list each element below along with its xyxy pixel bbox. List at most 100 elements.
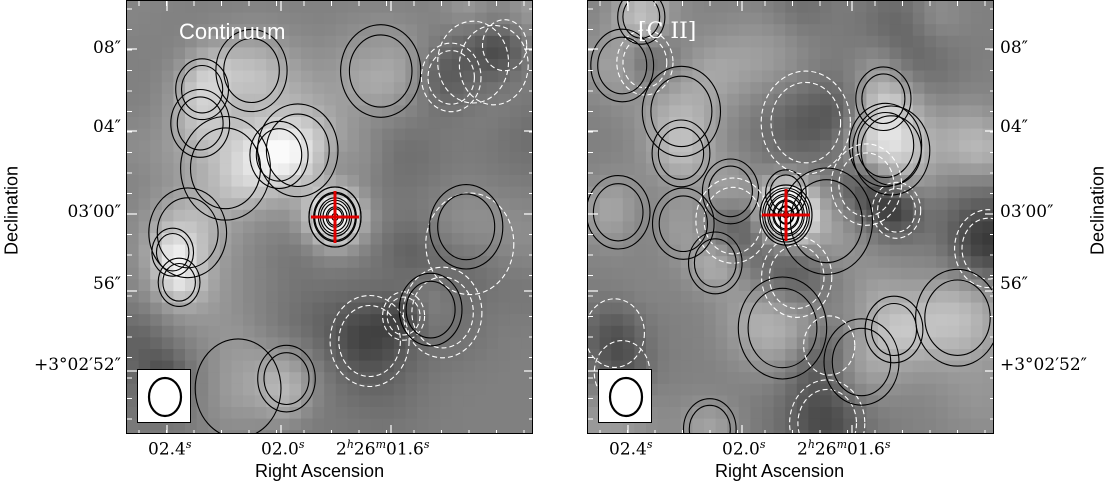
- map-pixel: [475, 349, 488, 362]
- map-pixel: [347, 117, 360, 130]
- map-pixel: [382, 360, 395, 373]
- map-pixel: [692, 302, 705, 315]
- map-pixel: [901, 233, 914, 246]
- map-pixel: [947, 35, 960, 48]
- map-pixel: [878, 221, 891, 234]
- map-pixel: [866, 35, 879, 48]
- contours: [148, 19, 529, 433]
- map-pixel: [669, 105, 682, 118]
- map-pixel: [451, 140, 464, 153]
- map-pixel: [796, 151, 809, 164]
- map-pixel: [451, 221, 464, 234]
- map-pixel: [611, 291, 624, 304]
- map-pixel: [231, 279, 244, 292]
- map-pixel: [820, 233, 833, 246]
- map-pixel: [936, 93, 949, 106]
- x-axis-label: Right Ascension: [255, 461, 385, 481]
- map-pixel: [773, 24, 786, 37]
- map-pixel: [509, 349, 522, 362]
- map-pixel: [936, 117, 949, 130]
- map-pixel: [150, 302, 163, 315]
- map-pixel: [254, 372, 267, 385]
- map-pixel: [243, 291, 256, 304]
- map-pixel: [301, 430, 314, 433]
- map-pixel: [161, 93, 174, 106]
- map-pixel: [498, 59, 511, 72]
- map-pixel: [692, 209, 705, 222]
- map-pixel: [866, 291, 879, 304]
- map-pixel: [970, 383, 983, 396]
- negative-contour: [437, 20, 510, 104]
- map-pixel: [634, 198, 647, 211]
- map-pixel: [150, 291, 163, 304]
- map-pixel: [486, 35, 499, 48]
- map-pixel: [947, 186, 960, 199]
- map-pixel: [254, 244, 267, 257]
- map-pixel: [417, 140, 430, 153]
- map-pixel: [889, 325, 902, 338]
- map-pixel: [843, 59, 856, 72]
- map-pixel: [773, 360, 786, 373]
- map-pixel: [150, 24, 163, 37]
- map-pixel: [335, 35, 348, 48]
- map-pixel: [588, 337, 601, 350]
- map-pixel: [335, 256, 348, 269]
- map-pixel: [657, 302, 670, 315]
- map-pixel: [440, 163, 453, 176]
- map-pixel: [599, 163, 612, 176]
- map-pixel: [773, 93, 786, 106]
- map-pixel: [704, 337, 717, 350]
- map-pixel: [208, 82, 221, 95]
- map-pixel: [692, 349, 705, 362]
- map-pixel: [889, 221, 902, 234]
- map-pixel: [854, 279, 867, 292]
- map-pixel: [704, 325, 717, 338]
- map-pixel: [762, 360, 775, 373]
- map-pixel: [854, 418, 867, 431]
- map-pixel: [680, 163, 693, 176]
- map-pixel: [588, 151, 601, 164]
- map-pixel: [161, 244, 174, 257]
- map-pixel: [947, 70, 960, 83]
- map-pixel: [878, 302, 891, 315]
- map-pixel: [680, 59, 693, 72]
- map-pixel: [912, 47, 925, 60]
- map-pixel: [231, 105, 244, 118]
- map-pixel: [634, 314, 647, 327]
- map-pixel: [127, 337, 140, 350]
- map-pixel: [127, 175, 140, 188]
- map-pixel: [599, 93, 612, 106]
- map-pixel: [820, 105, 833, 118]
- map-pixel: [634, 105, 647, 118]
- map-pixel: [347, 105, 360, 118]
- map-pixel: [150, 430, 163, 433]
- map-pixel: [854, 291, 867, 304]
- map-pixel: [324, 105, 337, 118]
- map-pixel: [982, 35, 993, 48]
- map-pixel: [451, 383, 464, 396]
- map-pixel: [657, 117, 670, 130]
- map-pixel: [405, 349, 418, 362]
- map-pixel: [486, 337, 499, 350]
- map-pixel: [521, 93, 532, 106]
- map-pixel: [417, 291, 430, 304]
- map-pixel: [382, 372, 395, 385]
- map-pixel: [196, 244, 209, 257]
- positive-contour: [682, 398, 737, 433]
- map-pixel: [254, 383, 267, 396]
- map-pixel: [254, 256, 267, 269]
- map-pixel: [808, 128, 821, 141]
- map-pixel: [417, 418, 430, 431]
- map-pixel: [982, 175, 993, 188]
- x-tick: 02.4s: [609, 438, 653, 460]
- map-pixel: [301, 82, 314, 95]
- map-pixel: [243, 128, 256, 141]
- map-pixel: [475, 47, 488, 60]
- map-pixel: [475, 291, 488, 304]
- map-pixel: [889, 47, 902, 60]
- map-pixel: [405, 430, 418, 433]
- map-pixel: [715, 1, 728, 14]
- map-pixel: [196, 349, 209, 362]
- map-pixel: [428, 175, 441, 188]
- map-pixel: [150, 82, 163, 95]
